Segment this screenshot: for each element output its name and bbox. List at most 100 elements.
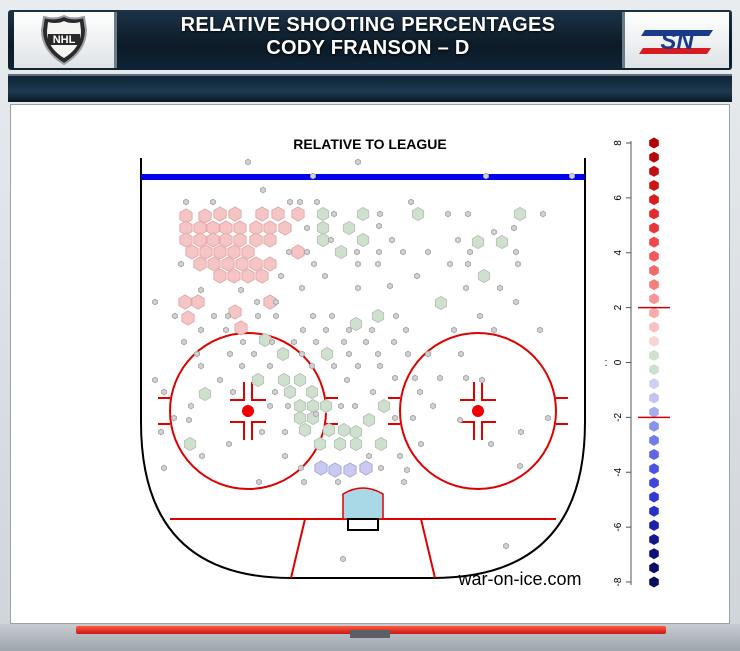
shot-hex-positive bbox=[263, 294, 277, 310]
shot-hex-small bbox=[412, 374, 418, 382]
shot-hex-small bbox=[375, 260, 381, 268]
shot-hex-small bbox=[171, 414, 177, 422]
left-hashmarks bbox=[158, 382, 338, 440]
shot-hex-small bbox=[445, 210, 451, 218]
shot-hex-small bbox=[515, 260, 521, 268]
shot-hex-positive bbox=[198, 208, 212, 224]
shot-hex-neutral bbox=[411, 206, 425, 222]
shot-hex-neutral bbox=[306, 398, 320, 414]
legend-swatch bbox=[649, 335, 659, 347]
shot-hex-neutral bbox=[313, 436, 327, 452]
shot-hex-neutral bbox=[316, 232, 330, 248]
shot-hex-small bbox=[355, 260, 361, 268]
shot-hex-neutral bbox=[198, 386, 212, 402]
shot-hex-small bbox=[335, 478, 341, 486]
legend-tick-label: 2 bbox=[613, 304, 624, 310]
legend-swatch bbox=[649, 265, 659, 276]
legend-tick-label: -8 bbox=[613, 577, 624, 586]
legend-swatch bbox=[649, 194, 659, 206]
nhl-logo-box: NHL bbox=[14, 12, 117, 68]
shot-hex-small bbox=[210, 198, 216, 206]
shot-hex-small bbox=[267, 402, 273, 410]
shot-hex-positive bbox=[227, 244, 241, 260]
shot-hex-small bbox=[513, 248, 519, 256]
shot-hex-neutral bbox=[333, 436, 347, 452]
shot-hex-small bbox=[273, 312, 279, 320]
shot-hex-positive bbox=[193, 220, 207, 236]
rink-boards bbox=[140, 158, 586, 579]
shot-hex-positive bbox=[234, 320, 248, 336]
shot-hex-small bbox=[545, 414, 551, 422]
legend-swatch bbox=[649, 137, 659, 149]
nhl-logo-text: NHL bbox=[53, 34, 76, 46]
shot-hex-small bbox=[458, 350, 464, 358]
shot-hex-small bbox=[354, 248, 360, 256]
shot-hex-small bbox=[172, 312, 178, 320]
shot-hex-neutral bbox=[356, 206, 370, 222]
shot-hex-small bbox=[392, 374, 398, 382]
header-bar bbox=[8, 10, 732, 70]
shot-hex-small bbox=[227, 350, 233, 358]
shot-hex-small bbox=[540, 210, 546, 218]
shot-hex-positive bbox=[249, 256, 263, 272]
sn-logo-text: SN bbox=[660, 28, 694, 55]
shot-hex-small bbox=[291, 338, 297, 346]
shot-hex-neutral bbox=[316, 220, 330, 236]
shot-hex-small bbox=[331, 210, 337, 218]
shot-hex-small bbox=[245, 158, 251, 166]
shot-hex-positive bbox=[249, 220, 263, 236]
shot-hex-small bbox=[309, 362, 315, 370]
shot-hex-positive bbox=[271, 206, 285, 222]
shot-hex-small bbox=[286, 248, 292, 256]
shot-hex-neutral bbox=[349, 424, 363, 440]
shot-hex-neutral bbox=[337, 422, 351, 438]
shot-hex-neutral bbox=[349, 436, 363, 452]
shot-hex-small bbox=[254, 298, 260, 306]
shot-hex-small bbox=[369, 326, 375, 334]
legend-swatch bbox=[649, 477, 659, 489]
legend-swatch bbox=[649, 519, 659, 531]
legend-swatch bbox=[649, 505, 659, 517]
shot-hex-positive bbox=[228, 206, 242, 222]
shot-hex-small bbox=[310, 172, 316, 180]
shot-hex-small bbox=[377, 362, 383, 370]
shot-hex-neutral bbox=[298, 422, 312, 438]
shot-hex-small bbox=[537, 326, 543, 334]
legend-swatch bbox=[649, 449, 659, 460]
legend-swatch bbox=[649, 307, 659, 319]
shot-hex-neutral bbox=[471, 234, 485, 250]
watermark: war-on-ice.com bbox=[457, 569, 581, 589]
shot-hex-positive bbox=[179, 232, 193, 248]
shot-hex-small bbox=[377, 210, 383, 218]
shot-hex-neutral bbox=[251, 372, 265, 388]
shot-hex-small bbox=[447, 260, 453, 268]
legend-tick-label: -6 bbox=[613, 522, 624, 531]
shot-hex-small bbox=[199, 452, 205, 460]
shot-hex-small bbox=[518, 428, 524, 436]
shot-hex-small bbox=[183, 198, 189, 206]
shot-hex-small bbox=[414, 272, 420, 280]
legend-side-mark: : bbox=[604, 357, 607, 369]
shot-hex-small bbox=[366, 452, 372, 460]
shot-hex-positive bbox=[221, 256, 235, 272]
shot-hex-small bbox=[158, 428, 164, 436]
legend-swatch bbox=[649, 491, 659, 503]
shot-hex-neutral bbox=[293, 398, 307, 414]
shot-hex-small bbox=[299, 350, 305, 358]
shot-hex-positive bbox=[193, 232, 207, 248]
legend-swatch bbox=[649, 250, 659, 262]
shot-hex-small bbox=[410, 414, 416, 422]
shot-hex-small bbox=[273, 298, 279, 306]
shot-hex-positive bbox=[233, 232, 247, 248]
legend-swatch bbox=[649, 434, 659, 446]
shot-hex-neutral bbox=[276, 346, 290, 362]
legend-swatch bbox=[649, 392, 659, 404]
shot-hex-small bbox=[260, 186, 266, 194]
shot-hex-small bbox=[217, 376, 223, 384]
shot-hex-small bbox=[188, 402, 194, 410]
shot-hex-small bbox=[198, 362, 204, 370]
shot-hex-small bbox=[259, 428, 265, 436]
shot-hex-small bbox=[355, 284, 361, 292]
shot-hex-positive bbox=[291, 206, 305, 222]
shot-hex-small bbox=[256, 478, 262, 486]
